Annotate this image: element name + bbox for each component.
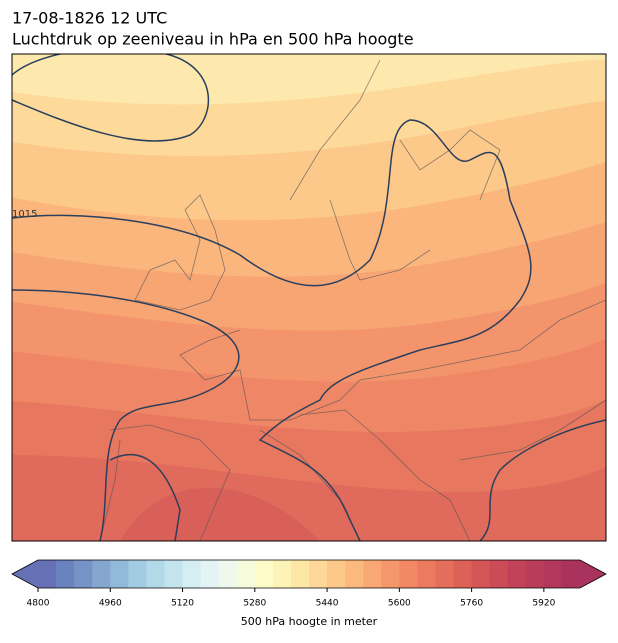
colorbar-tick-label: 5280 — [243, 599, 266, 609]
colorbar-tick-label: 4800 — [27, 599, 50, 609]
colorbar-bin — [254, 560, 274, 588]
colorbar-bin — [453, 560, 473, 588]
map-frame — [11, 53, 607, 542]
colorbar-bin — [74, 560, 93, 588]
colorbar-extend-high — [580, 560, 606, 588]
colorbar-bin — [507, 560, 527, 588]
colorbar-tick-label: 4960 — [99, 599, 122, 609]
colorbar-bin — [56, 560, 75, 588]
colorbar-bin — [200, 560, 220, 588]
colorbar-bin — [399, 560, 418, 588]
colorbar-bin — [110, 560, 129, 588]
colorbar-bin — [363, 560, 382, 588]
colorbar-bin — [435, 560, 455, 588]
colorbar-bin — [525, 560, 545, 588]
colorbar-bin — [182, 560, 202, 588]
title-line1: 17-08-1826 12 UTC — [12, 9, 167, 28]
colorbar-bin — [561, 560, 581, 588]
colorbar-bin — [272, 560, 292, 588]
colorbar-tick-label: 5120 — [171, 599, 194, 609]
colorbar-bin — [164, 560, 184, 588]
colorbar-bin — [327, 560, 346, 588]
colorbar: 4800 4960 5120 5280 5440 5600 5760 5920 — [11, 559, 607, 609]
colorbar-tick-label: 5920 — [532, 599, 555, 609]
colorbar-extend-low — [12, 560, 38, 588]
isobars — [12, 54, 606, 541]
colorbar-bin — [38, 560, 57, 588]
colorbar-bin — [543, 560, 563, 588]
contour-label: 1015 — [12, 209, 37, 220]
colorbar-bin — [128, 560, 147, 588]
colorbar-bin — [290, 560, 310, 588]
colorbar-bin — [471, 560, 491, 588]
coastlines — [99, 59, 606, 541]
colorbar-bin — [417, 560, 436, 588]
colorbar-bin — [381, 560, 400, 588]
colorbar-bin — [489, 560, 509, 588]
height-band — [120, 487, 320, 541]
colorbar-bin — [92, 560, 111, 588]
title-line2: Luchtdruk op zeeniveau in hPa en 500 hPa… — [12, 30, 414, 49]
colorbar-label: 500 hPa hoogte in meter — [241, 615, 378, 628]
colorbar-bin — [345, 560, 364, 588]
colorbar-tick-label: 5600 — [388, 599, 411, 609]
colorbar-bin — [309, 560, 328, 588]
colorbar-tick-label: 5440 — [316, 599, 339, 609]
colorbar-bin — [146, 560, 165, 588]
colorbar-bin — [236, 560, 256, 588]
colorbar-tick-label: 5760 — [460, 599, 483, 609]
colorbar-bin — [218, 560, 238, 588]
map-area: 1015 — [12, 54, 606, 541]
